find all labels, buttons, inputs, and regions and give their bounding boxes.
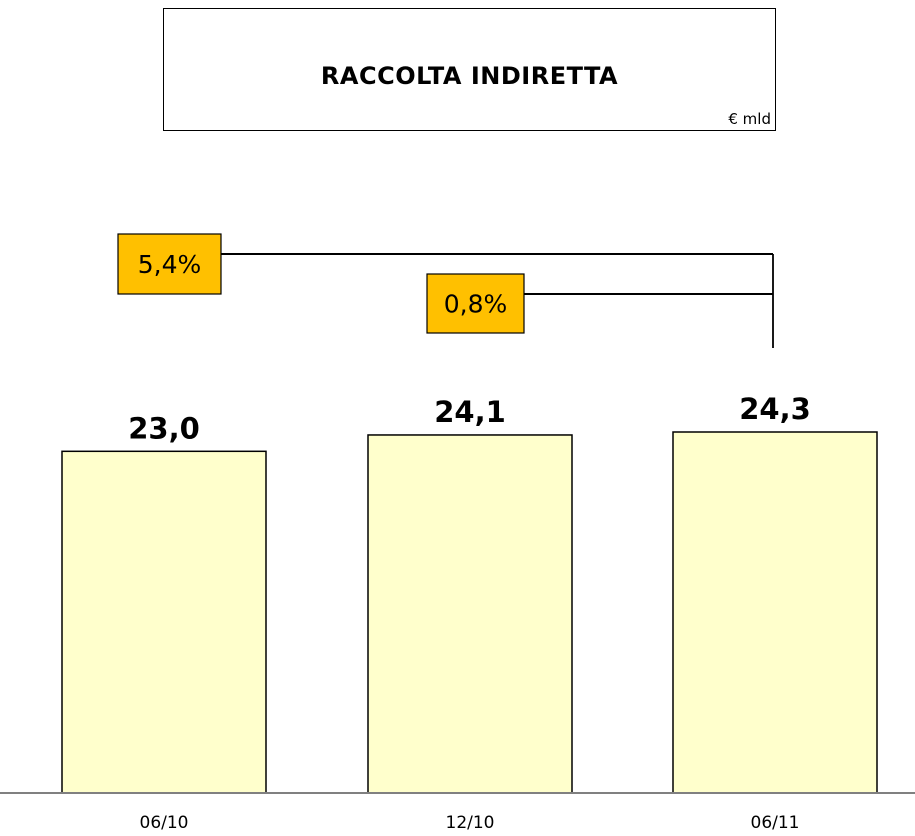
growth-badge [117,233,222,295]
value-label: 24,1 [434,395,506,429]
growth-badge [426,273,525,334]
title-box: RACCOLTA INDIRETTA € mld [163,8,776,131]
growth-label: 0,8% [444,290,508,319]
bar-06-11 [672,431,878,794]
value-label: 23,0 [128,411,200,445]
bar-12-10 [367,434,573,794]
bar-06-10 [61,450,267,794]
category-label: 12/10 [446,813,495,833]
growth-label: 5,4% [138,250,202,279]
category-label: 06/10 [140,813,189,833]
unit-label: € mld [728,110,771,128]
value-label: 24,3 [739,392,811,426]
chart-title: RACCOLTA INDIRETTA [320,62,619,90]
category-label: 06/11 [751,813,800,833]
